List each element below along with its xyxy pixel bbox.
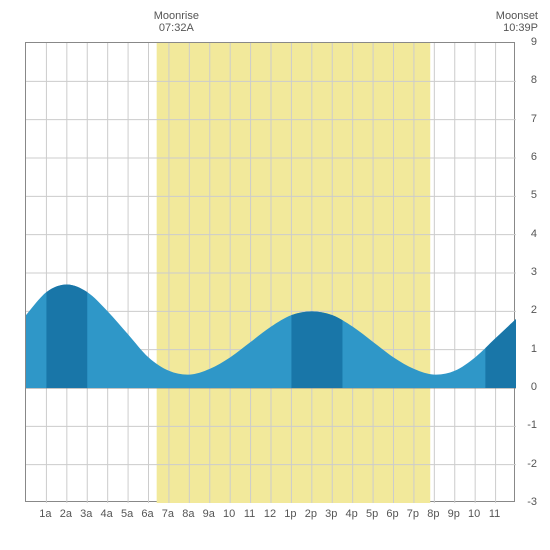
header-labels: Moonrise 07:32A Moonset 10:39P: [10, 10, 540, 40]
y-tick-label: 1: [531, 343, 537, 355]
x-tick-label: 1a: [39, 508, 51, 520]
y-tick-label: 9: [531, 36, 537, 48]
moonrise-time: 07:32A: [154, 22, 199, 34]
x-tick-label: 9a: [203, 508, 215, 520]
x-tick-label: 10: [223, 508, 235, 520]
x-tick-label: 2p: [305, 508, 317, 520]
y-tick-label: 7: [531, 113, 537, 125]
x-tick-label: 8a: [182, 508, 194, 520]
x-tick-label: 3p: [325, 508, 337, 520]
moonrise-label: Moonrise 07:32A: [154, 10, 199, 34]
y-tick-label: 3: [531, 266, 537, 278]
y-tick-label: -3: [527, 496, 537, 508]
x-tick-label: 3a: [80, 508, 92, 520]
x-tick-label: 12: [264, 508, 276, 520]
moonset-title: Moonset: [496, 10, 538, 22]
x-tick-label: 7p: [407, 508, 419, 520]
x-tick-label: 8p: [427, 508, 439, 520]
x-tick-label: 10: [468, 508, 480, 520]
x-tick-label: 1p: [284, 508, 296, 520]
x-tick-label: 7a: [162, 508, 174, 520]
x-tick-label: 2a: [60, 508, 72, 520]
y-tick-label: -1: [527, 419, 537, 431]
x-tick-label: 11: [244, 508, 255, 520]
plot-area: [25, 42, 515, 502]
x-tick-label: 11: [489, 508, 500, 520]
x-axis-labels: 1a 2a 3a 4a 5a 6a 7a 8a 9a 10 11 12 1p 2p 3p 4p 5p 6p 7p 8p…: [25, 508, 515, 524]
y-tick-label: 8: [531, 74, 537, 86]
x-tick-label: 4a: [101, 508, 113, 520]
y-tick-label: -2: [527, 458, 537, 470]
x-tick-label: 5p: [366, 508, 378, 520]
x-tick-label: 6a: [141, 508, 153, 520]
moonset-label: Moonset 10:39P: [496, 10, 538, 34]
y-tick-label: 0: [531, 381, 537, 393]
x-tick-label: 5a: [121, 508, 133, 520]
moonset-time: 10:39P: [496, 22, 538, 34]
x-tick-label: 9p: [448, 508, 460, 520]
x-tick-label: 6p: [386, 508, 398, 520]
x-tick-label: 4p: [346, 508, 358, 520]
tide-chart: Moonrise 07:32A Moonset 10:39P 1a 2a 3a 4a 5…: [10, 10, 540, 540]
y-tick-label: 4: [531, 228, 537, 240]
moonrise-title: Moonrise: [154, 10, 199, 22]
y-tick-label: 2: [531, 304, 537, 316]
plot-svg: [26, 43, 516, 503]
y-axis-labels: -3-2-10123456789: [519, 42, 537, 502]
y-tick-label: 6: [531, 151, 537, 163]
y-tick-label: 5: [531, 189, 537, 201]
